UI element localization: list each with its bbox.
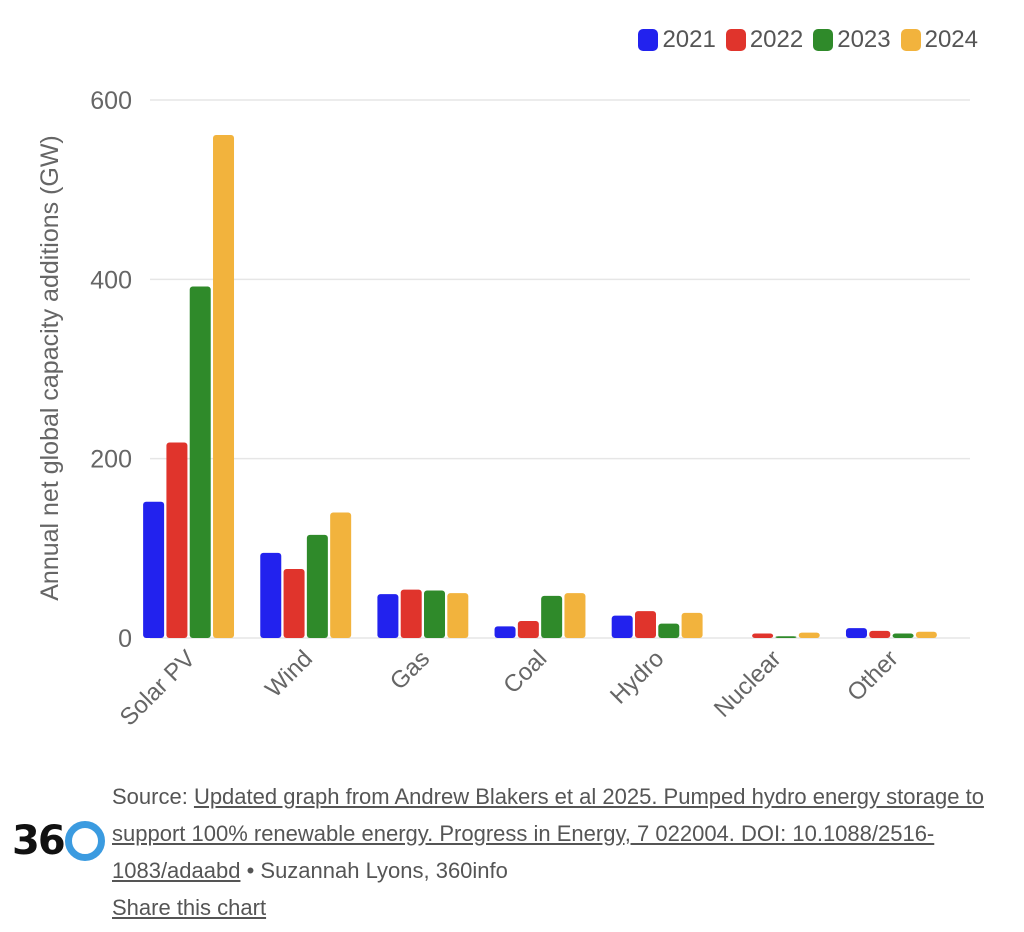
bar-coal-2022[interactable] [517,620,539,638]
bar-wind-2022[interactable] [283,568,305,638]
legend-label-2022: 2022 [749,26,804,53]
legend-label-2023: 2023 [837,26,891,53]
bar-hydro-2022[interactable] [634,611,656,638]
logo-ring-icon [64,821,105,861]
bar-other-2023[interactable] [892,633,914,638]
bar-wind-2024[interactable] [330,512,352,638]
bar-gas-2023[interactable] [424,590,446,638]
y-axis-label: Annual net global capacity additions (GW… [36,135,64,601]
legend-item-2022[interactable]: 2022 [725,26,804,54]
legend-item-2021[interactable]: 2021 [638,26,716,54]
x-tick-label: Nuclear [709,645,787,723]
legend-label-2024: 2024 [924,26,978,53]
x-tick-label: Hydro [605,645,669,709]
bar-solar-pv-2024[interactable] [213,134,235,638]
x-axis-ticks: Solar PV Wind Gas Coal Hydro Nuclear Other [115,645,904,731]
bar-solar-pv-2021[interactable] [143,501,165,638]
bar-hydro-2024[interactable] [681,612,703,638]
legend-label-2021: 2021 [662,26,716,53]
x-tick-label: Solar PV [115,645,201,731]
bar-wind-2021[interactable] [260,552,282,638]
legend-item-2024[interactable]: 2024 [900,26,978,54]
bar-gas-2022[interactable] [400,589,422,638]
logo-text: 36 [12,818,66,864]
source-link[interactable]: Updated graph from Andrew Blakers et al … [112,784,984,883]
legend-item-2023[interactable]: 2023 [813,26,891,54]
bar-nuclear-2023[interactable] [775,636,797,638]
source-prefix: Source: [112,784,194,809]
legend-swatch-2022 [725,29,746,51]
bar-gas-2021[interactable] [377,594,399,638]
legend-swatch-2024 [900,29,921,51]
chart-source-footer: Source: Updated graph from Andrew Blaker… [112,778,992,926]
y-axis-ticks: 0 200 400 600 [90,87,132,653]
y-tick-label: 400 [90,266,132,294]
bar-other-2022[interactable] [869,630,891,638]
source-credit: • Suzannah Lyons, 360info [240,858,508,883]
share-chart-link[interactable]: Share this chart [112,895,267,920]
bar-solar-pv-2023[interactable] [189,286,211,638]
bar-hydro-2021[interactable] [611,615,633,638]
bar-wind-2023[interactable] [306,534,328,638]
bar-gas-2024[interactable] [447,593,469,638]
y-tick-label: 200 [90,446,132,474]
bar-solar-pv-2022[interactable] [166,442,188,638]
bar-hydro-2023[interactable] [658,623,680,638]
bar-nuclear-2024[interactable] [798,632,820,638]
bar-coal-2021[interactable] [494,626,516,638]
x-tick-label: Other [842,645,904,707]
chart-legend: 2021 2022 2023 2024 [638,26,978,54]
bar-other-2021[interactable] [845,628,867,638]
y-tick-label: 600 [90,87,132,115]
bar-coal-2023[interactable] [541,595,563,638]
x-tick-label: Coal [498,645,552,699]
y-tick-label: 0 [118,625,132,653]
legend-swatch-2021 [638,29,659,51]
360info-logo: 36 [12,818,105,864]
bars [143,134,937,638]
x-tick-label: Gas [385,645,435,695]
legend-swatch-2023 [813,29,834,51]
x-tick-label: Wind [260,645,318,703]
bar-nuclear-2022[interactable] [752,633,774,638]
bar-chart: 0 200 400 600 Solar PV Wind Gas Coal Hydro Nucle… [36,87,970,731]
bar-other-2024[interactable] [915,631,937,638]
bar-coal-2024[interactable] [564,593,586,638]
